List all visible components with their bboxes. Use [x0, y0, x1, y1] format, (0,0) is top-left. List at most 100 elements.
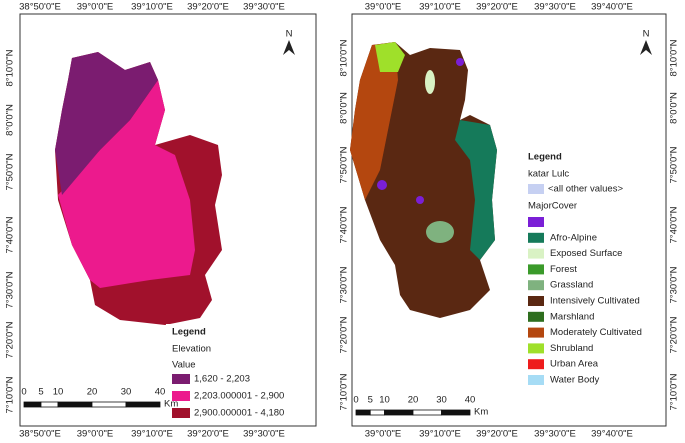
- legend-label: Shrubland: [550, 343, 593, 354]
- left-coord: 8°0'0"N: [339, 92, 350, 124]
- right-coord: 7°30'0"N: [669, 266, 680, 303]
- left-coord: 8°0'0"N: [5, 104, 16, 136]
- legend-swatch: [172, 391, 190, 401]
- north-arrow: [283, 40, 295, 55]
- bottom-coord: 39°20'0"E: [187, 429, 229, 440]
- legend-swatch: [172, 374, 190, 384]
- bottom-coord: 39°40'0"E: [591, 429, 633, 440]
- left-coord: 7°50'0"N: [339, 146, 350, 183]
- elevation-mid: [58, 80, 195, 288]
- afro-alpine-area: [455, 120, 497, 260]
- legend-label: Intensively Cultivated: [550, 296, 640, 307]
- left-coord: 8°10'0"N: [5, 49, 16, 86]
- legend-label: Water Body: [550, 375, 600, 386]
- scale-label: 0: [21, 387, 26, 398]
- legend-swatch: [528, 375, 544, 385]
- legend-label: Urban Area: [550, 359, 599, 370]
- moderate-area: [350, 42, 398, 200]
- legend-swatch: [528, 184, 544, 194]
- alpine-spot: [416, 196, 424, 204]
- scale-label: 20: [87, 387, 98, 398]
- legend-label: 2,900.000001 - 4,180: [194, 408, 284, 419]
- right-coord: 7°20'0"N: [669, 316, 680, 353]
- legend-field: MajorCover: [528, 201, 577, 212]
- scale-segment: [441, 409, 471, 416]
- scale-label: 40: [155, 387, 166, 398]
- legend-swatch: [528, 296, 544, 306]
- exposed-area: [425, 70, 435, 94]
- scale-label: 0: [353, 395, 358, 406]
- scale-segment: [384, 409, 414, 416]
- legend-field: Elevation: [172, 344, 211, 355]
- right-coord: 7°40'0"N: [669, 206, 680, 243]
- legend-label: Grassland: [550, 280, 593, 291]
- alpine-spot: [377, 180, 387, 190]
- top-coord: 39°40'0"E: [591, 2, 633, 13]
- left-coord: 7°40'0"N: [339, 206, 350, 243]
- scale-segment: [40, 401, 59, 408]
- scale-segment: [57, 401, 93, 408]
- scale-segment: [412, 409, 442, 416]
- legend-other: <all other values>: [548, 184, 623, 195]
- legend-title: Legend: [528, 152, 562, 163]
- left-coord: 7°30'0"N: [5, 271, 16, 308]
- legend-swatch: [172, 408, 190, 418]
- scale-label: 40: [465, 395, 476, 406]
- scale-label: 30: [121, 387, 132, 398]
- left-coord: 7°40'0"N: [5, 216, 16, 253]
- scale-segment: [23, 401, 42, 408]
- shrubland-area: [375, 42, 405, 72]
- north-label: N: [643, 29, 650, 40]
- scale-unit: Km: [474, 407, 488, 418]
- left-coord: 7°20'0"N: [339, 316, 350, 353]
- left-coord: 7°20'0"N: [5, 321, 16, 358]
- right-coord: 8°0'0"N: [669, 92, 680, 124]
- bottom-coord: 39°30'0"E: [534, 429, 576, 440]
- left-coord: 7°10'0"N: [5, 376, 16, 413]
- scale-label: 30: [436, 395, 447, 406]
- legend-swatch: [528, 311, 544, 322]
- right-legend-box: [523, 148, 663, 388]
- bottom-coord: 39°10'0"E: [419, 429, 461, 440]
- alpine-spot: [456, 58, 464, 66]
- legend-title: Legend: [172, 327, 206, 338]
- scale-segment: [91, 401, 127, 408]
- legend-swatch: [528, 232, 544, 243]
- left-legend-box: [166, 324, 306, 422]
- legend-subtitle: Value: [172, 360, 196, 371]
- bottom-coord: 39°30'0"E: [243, 429, 285, 440]
- top-coord: 39°20'0"E: [476, 2, 518, 13]
- bottom-coord: 39°0'0"E: [365, 429, 401, 440]
- top-coord: 38°50'0"E: [19, 2, 61, 13]
- legend-label: Marshland: [550, 311, 594, 322]
- scale-unit: Km: [164, 399, 178, 410]
- legend-swatch: [528, 343, 544, 354]
- legend-label: 2,203.000001 - 2,900: [194, 391, 284, 402]
- legend-label: Afro-Alpine: [550, 232, 597, 243]
- left-coord: 7°30'0"N: [339, 266, 350, 303]
- legend-swatch: [528, 264, 544, 275]
- elevation-low: [55, 52, 158, 195]
- legend-swatch: [528, 217, 544, 227]
- scale-label: 10: [379, 395, 390, 406]
- legend-layer: katar Lulc: [528, 169, 569, 180]
- right-coord: 7°10'0"N: [669, 373, 680, 410]
- legend-label: Forest: [550, 264, 577, 275]
- right-coord: 7°50'0"N: [669, 146, 680, 183]
- bottom-coord: 39°20'0"E: [476, 429, 518, 440]
- legend-label: Moderately Cultivated: [550, 327, 642, 338]
- left-coord: 7°10'0"N: [339, 373, 350, 410]
- bottom-coord: 39°0'0"E: [77, 429, 113, 440]
- legend-swatch: [528, 327, 544, 338]
- scale-label: 20: [408, 395, 419, 406]
- scale-label: 5: [368, 395, 373, 406]
- bottom-coord: 38°50'0"E: [19, 429, 61, 440]
- left-coord: 7°50'0"N: [5, 153, 16, 190]
- legend-label: Exposed Surface: [550, 248, 622, 259]
- scale-segment: [355, 409, 371, 416]
- top-coord: 39°0'0"E: [365, 2, 401, 13]
- left-coord: 8°10'0"N: [339, 39, 350, 76]
- top-coord: 39°30'0"E: [534, 2, 576, 13]
- top-coord: 39°0'0"E: [77, 2, 113, 13]
